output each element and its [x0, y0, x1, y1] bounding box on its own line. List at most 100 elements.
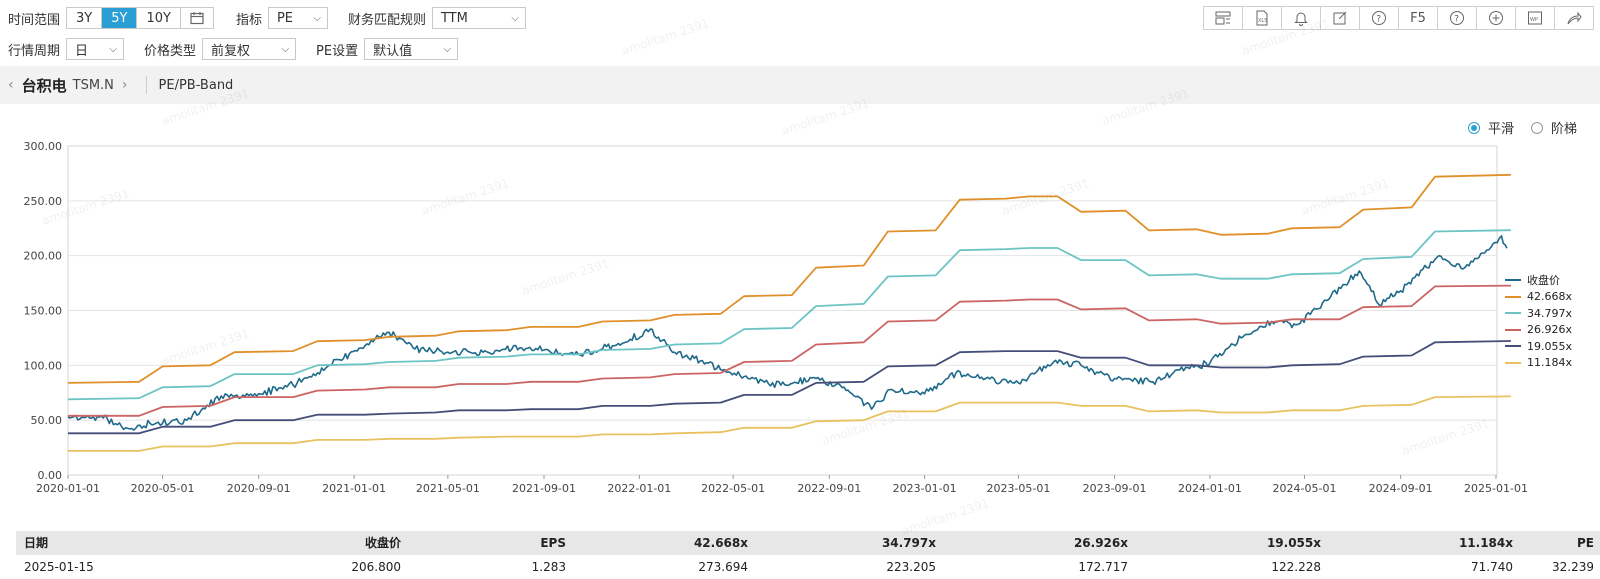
help-icon[interactable]: ?: [1437, 6, 1477, 30]
radio-unselected-icon: [1531, 121, 1543, 134]
period-label: 行情周期: [8, 43, 61, 59]
table-header-cell: 42.668x: [693, 536, 748, 550]
add-icon[interactable]: [1476, 6, 1516, 30]
time-range-3y[interactable]: 3Y: [67, 8, 103, 28]
breadcrumb: ‹ 台积电 TSM.N › PE/PB-Band: [0, 66, 1600, 104]
series-line-pe-42668: [67, 173, 1511, 384]
table-cell: 273.694: [698, 560, 748, 574]
x-tick-label: 2024-09-01: [1369, 482, 1433, 495]
legend-item[interactable]: 34.797x: [1505, 305, 1572, 321]
stock-name[interactable]: 台积电: [21, 76, 67, 95]
pe-setting-label: PE设置: [316, 43, 359, 59]
legend-label: 34.797x: [1527, 306, 1572, 320]
calendar-icon[interactable]: [181, 8, 213, 28]
x-tick-label: 2023-05-01: [986, 482, 1050, 495]
x-tick-label: 2023-09-01: [1083, 482, 1147, 495]
x-tick-label: 2021-05-01: [416, 482, 480, 495]
period-value: 日: [75, 43, 89, 59]
legend-item[interactable]: 19.055x: [1505, 338, 1572, 354]
table-cell: 32.239: [1552, 560, 1594, 574]
series-line-pe-34797: [67, 229, 1511, 401]
back-chevron-icon[interactable]: ‹: [8, 77, 14, 93]
x-tick-label: 2022-09-01: [797, 482, 861, 495]
time-range-segment: 3Y 5Y 10Y: [66, 7, 214, 29]
mode-step-radio[interactable]: 阶梯: [1531, 118, 1577, 137]
toolbar-row-1: 时间范围 3Y 5Y 10Y 指标 PE ⌵ 财务匹配规则 TTM ⌵: [8, 6, 546, 30]
price-type-select[interactable]: 前复权 ⌵: [202, 38, 297, 60]
price-type-label: 价格类型: [144, 43, 197, 59]
chart-legend: 收盘价 42.668x 34.797x 26.926x 19.055x 11.184x: [1505, 272, 1572, 371]
x-tick-label: 2024-05-01: [1273, 482, 1337, 495]
pe-setting-value: 默认值: [373, 43, 413, 59]
data-table: 日期 收盘价 EPS 42.668x 34.797x 26.926x 19.055x 11.1…: [0, 531, 1600, 579]
y-tick-label: 150.00: [24, 305, 63, 318]
table-header-cell: 日期: [24, 536, 49, 550]
chevron-down-icon: ⌵: [109, 43, 118, 55]
table-header-row: 日期 收盘价 EPS 42.668x 34.797x 26.926x 19.055x 11.1…: [16, 531, 1600, 555]
chevron-down-icon: ⌵: [281, 43, 290, 55]
export-xls-icon[interactable]: XLS: [1242, 6, 1282, 30]
refresh-f5-button[interactable]: F5: [1398, 6, 1438, 30]
toolbar: 时间范围 3Y 5Y 10Y 指标 PE ⌵ 财务匹配规则 TTM ⌵ 行情周期…: [0, 0, 1600, 66]
time-range-10y[interactable]: 10Y: [137, 8, 181, 28]
fin-rule-label: 财务匹配规则: [347, 12, 426, 28]
mode-smooth-label: 平滑: [1488, 122, 1515, 137]
indicator-select[interactable]: PE ⌵: [267, 7, 328, 29]
y-tick-label: 0.00: [38, 469, 63, 482]
legend-swatch: [1505, 312, 1521, 314]
table-cell: 172.717: [1078, 560, 1128, 574]
help-icon[interactable]: ?: [1359, 6, 1399, 30]
fin-rule-value: TTM: [440, 10, 468, 26]
chart-area: 平滑 阶梯 0.00 50.00 100.00 150.00 200.00 250.00 3…: [0, 104, 1600, 524]
radio-selected-icon: [1468, 121, 1480, 134]
toolbar-icons: XLS ? F5 ? WP: [1203, 6, 1594, 30]
x-tick-label: 2024-01-01: [1178, 482, 1242, 495]
breadcrumb-divider: [145, 76, 147, 94]
table-header-cell: 收盘价: [364, 536, 401, 550]
y-tick-label: 250.00: [24, 195, 63, 208]
x-tick-label: 2022-05-01: [701, 482, 765, 495]
x-tick-label: 2021-09-01: [512, 482, 576, 495]
time-range-5y[interactable]: 5Y: [102, 8, 138, 28]
legend-item[interactable]: 收盘价: [1505, 272, 1572, 288]
chevron-right-icon: ›: [121, 77, 128, 93]
edit-icon[interactable]: [1320, 6, 1360, 30]
export-word-icon[interactable]: WP: [1515, 6, 1555, 30]
chevron-down-icon: ⌵: [443, 43, 452, 55]
mode-smooth-radio[interactable]: 平滑: [1468, 118, 1514, 137]
svg-text:XLS: XLS: [1258, 18, 1267, 24]
layout-icon[interactable]: [1203, 6, 1243, 30]
legend-swatch: [1505, 279, 1521, 281]
stock-code[interactable]: TSM.N: [72, 77, 114, 93]
svg-text:?: ?: [1454, 15, 1459, 25]
share-icon[interactable]: [1554, 6, 1594, 30]
chevron-down-icon: ⌵: [313, 12, 321, 24]
y-tick-label: 200.00: [24, 250, 63, 263]
table-cell: 223.205: [886, 560, 936, 574]
legend-label: 收盘价: [1527, 274, 1560, 287]
y-tick-label: 50.00: [31, 414, 63, 427]
toolbar-row-2: 行情周期 日 ⌵ 价格类型 前复权 ⌵ PE设置 默认值 ⌵: [8, 37, 478, 61]
series-line-pe-11184: [68, 395, 1511, 452]
table-cell: 2025-01-15: [24, 560, 94, 574]
legend-swatch: [1505, 345, 1521, 347]
price-type-value: 前复权: [211, 43, 251, 59]
indicator-value: PE: [276, 10, 294, 26]
bell-icon[interactable]: [1281, 6, 1321, 30]
x-tick-label: 2021-01-01: [322, 482, 386, 495]
legend-item[interactable]: 11.184x: [1505, 355, 1572, 371]
table-cell: 71.740: [1471, 560, 1513, 574]
pe-band-chart: 0.00 50.00 100.00 150.00 200.00 250.00 300.00 2…: [24, 140, 1528, 495]
legend-label: 26.926x: [1527, 323, 1572, 336]
fin-rule-select[interactable]: TTM ⌵: [431, 7, 526, 29]
indicator-label: 指标: [235, 12, 262, 28]
x-tick-label: 2020-05-01: [131, 482, 195, 495]
legend-item[interactable]: 26.926x: [1505, 322, 1572, 338]
legend-item[interactable]: 42.668x: [1505, 289, 1572, 305]
x-tick-label: 2025-01-01: [1464, 482, 1528, 495]
y-tick-label: 300.00: [24, 140, 63, 153]
x-tick-label: 2020-01-01: [36, 482, 100, 495]
pe-setting-select[interactable]: 默认值 ⌵: [364, 38, 459, 60]
period-select[interactable]: 日 ⌵: [66, 38, 125, 60]
y-tick-label: 100.00: [24, 359, 63, 372]
